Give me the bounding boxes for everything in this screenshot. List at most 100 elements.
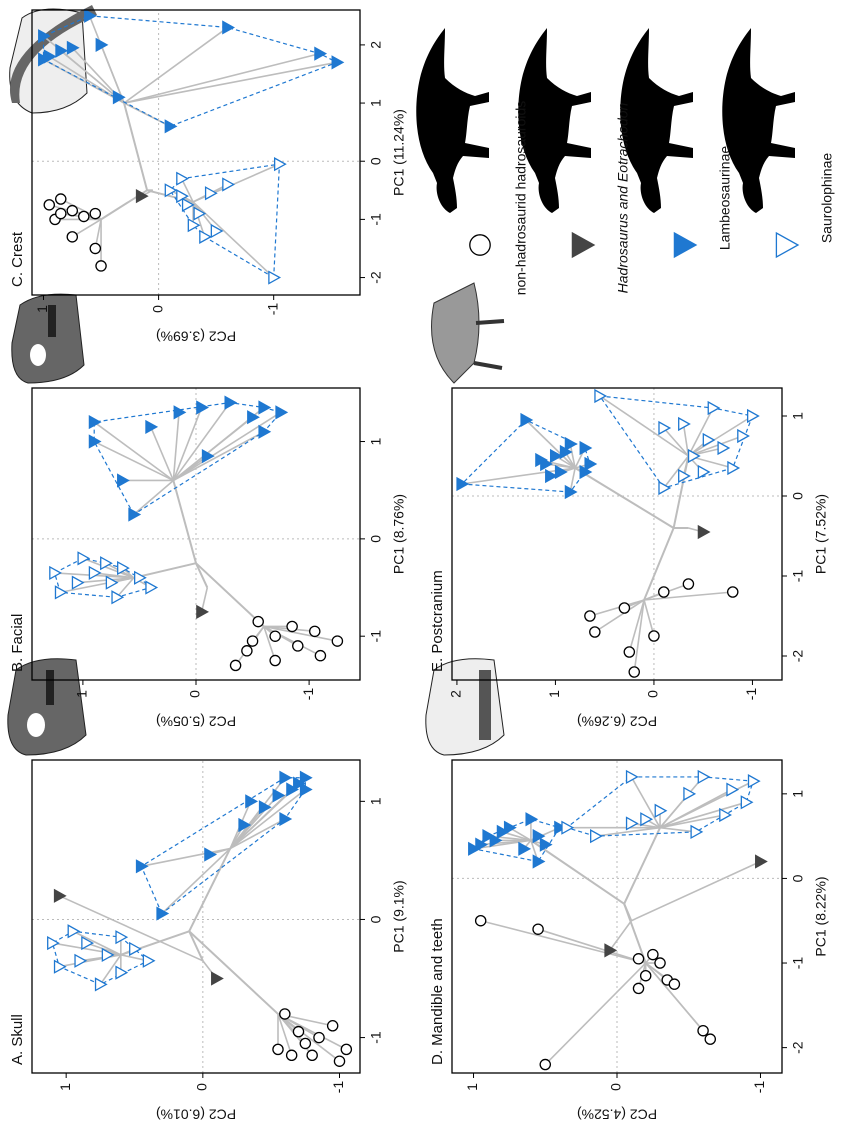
x-tick-label: -1 <box>368 1031 384 1044</box>
point <box>94 977 108 992</box>
point <box>314 46 328 61</box>
panel-title: A. Skull <box>9 1014 26 1065</box>
branch <box>123 102 149 191</box>
point <box>43 199 56 211</box>
x-tick-label: -2 <box>790 650 806 663</box>
point <box>247 410 260 425</box>
branch <box>480 919 646 964</box>
legend-marker <box>775 231 800 259</box>
legend-label: non-hadrosaurid hadrosauroids <box>513 101 529 296</box>
point <box>740 795 754 810</box>
legend-marker <box>469 234 491 256</box>
x-tick-label: 0 <box>790 492 806 500</box>
branch <box>79 954 121 962</box>
x-tick-label: 2 <box>368 41 384 49</box>
point <box>84 8 97 23</box>
point <box>88 414 102 430</box>
x-axis-label: PC1 (8.76%) <box>391 494 407 574</box>
x-tick-label: -1 <box>790 570 806 583</box>
point <box>545 468 558 484</box>
point <box>539 1058 552 1071</box>
branch <box>93 440 174 482</box>
branch <box>123 61 338 104</box>
point <box>66 204 79 217</box>
point <box>89 242 102 255</box>
point <box>726 782 740 797</box>
point <box>648 630 660 642</box>
point <box>238 817 252 833</box>
point <box>210 223 224 239</box>
rotated-figure: A. Skull PC1 (9.1%) PC2 (6.01%) -1 0 1 -1 0 1 B. … <box>7 5 835 1122</box>
branch <box>631 860 761 922</box>
point <box>564 484 578 500</box>
x-tick-label: 0 <box>368 157 384 165</box>
x-tick-label: -1 <box>790 957 806 970</box>
point <box>204 847 218 862</box>
y-tick-label: 1 <box>34 305 50 313</box>
point <box>623 646 636 658</box>
point <box>697 464 711 480</box>
y-tick-label: -1 <box>330 1081 346 1094</box>
point <box>532 923 544 935</box>
x-tick-label: 0 <box>790 874 806 882</box>
point <box>81 935 95 951</box>
x-axis-label: PC1 (11.24%) <box>391 109 407 196</box>
point <box>755 854 768 869</box>
panel-title: E. Postcranium <box>429 570 446 672</box>
point <box>222 177 235 192</box>
branch <box>630 776 661 829</box>
branch <box>623 903 633 922</box>
branch <box>141 847 231 868</box>
point <box>333 1055 346 1067</box>
point <box>74 953 88 968</box>
branch <box>659 801 747 829</box>
point <box>594 388 608 404</box>
point <box>561 820 575 835</box>
branch <box>172 480 197 564</box>
y-tick-label: 1 <box>74 690 90 698</box>
branch <box>188 848 232 932</box>
point <box>49 565 62 581</box>
point <box>117 560 130 576</box>
point <box>55 43 69 58</box>
point <box>279 1008 291 1020</box>
point <box>135 189 149 204</box>
point <box>95 260 107 272</box>
point <box>314 649 327 662</box>
point <box>246 635 259 647</box>
branch <box>659 776 704 829</box>
point <box>590 829 603 844</box>
branch <box>172 402 231 481</box>
point <box>292 640 304 652</box>
branch <box>100 44 125 104</box>
branch <box>172 411 282 482</box>
y-axis-label: PC2 (6.01%) <box>156 1106 236 1122</box>
point <box>525 812 539 827</box>
point <box>55 207 67 220</box>
branch <box>544 962 647 1066</box>
point <box>128 507 142 522</box>
point <box>222 20 235 35</box>
branch <box>687 407 714 457</box>
y-tick-label: 0 <box>194 1083 210 1091</box>
legend-marker <box>571 231 596 259</box>
branch <box>133 562 197 579</box>
point <box>306 1049 318 1062</box>
y-tick-label: 0 <box>608 1083 624 1091</box>
point <box>658 420 672 436</box>
point <box>331 55 345 70</box>
point <box>252 615 264 628</box>
point <box>241 645 253 657</box>
point <box>554 464 568 480</box>
branch <box>659 814 725 829</box>
y-tick-label: -1 <box>264 303 280 316</box>
hull <box>598 395 754 489</box>
branch <box>643 599 655 637</box>
point <box>683 786 697 801</box>
point <box>539 837 553 852</box>
branch <box>537 928 646 964</box>
point <box>482 829 496 844</box>
branch <box>133 479 174 516</box>
skull-icon <box>7 658 87 756</box>
point <box>268 270 282 285</box>
